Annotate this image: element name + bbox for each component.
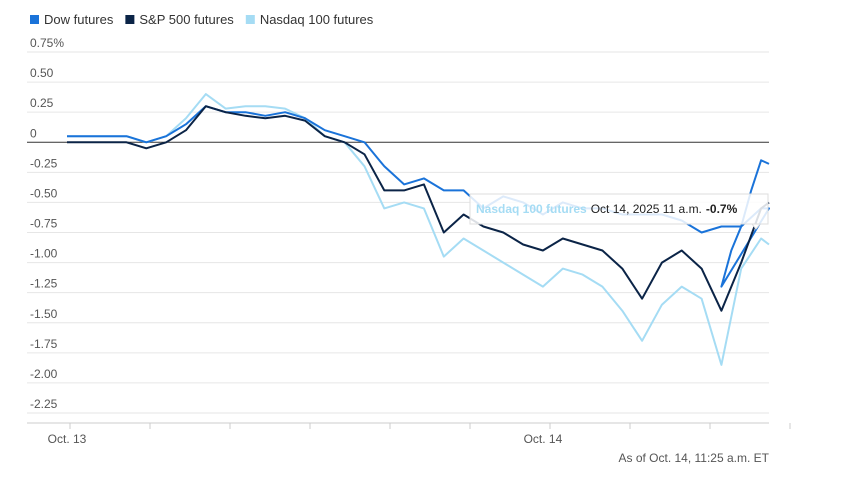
as-of-footnote: As of Oct. 14, 11:25 a.m. ET [618, 451, 769, 465]
y-tick-label-5: -0.50 [30, 186, 58, 200]
tooltip-box [469, 193, 769, 225]
grid-lines [27, 51, 769, 414]
tooltip-value: -0.7% [706, 202, 738, 216]
legend-swatch-1 [125, 15, 135, 24]
y-tick-label-4: -0.25 [30, 156, 58, 170]
series-line-2 [67, 93, 770, 366]
legend-swatch-0 [30, 15, 39, 24]
legend-label-0: Dow futures [44, 12, 114, 27]
tooltip-time: Oct 14, 2025 11 a.m. [591, 202, 702, 216]
y-tick-label-1: 0.50 [30, 66, 54, 80]
y-tick-label-0: 0.75% [30, 36, 64, 50]
legend-label-2: Nasdaq 100 futures [260, 12, 374, 27]
legend: Dow futures S&P 500 futures Nasdaq 100 fut… [30, 12, 374, 27]
y-tick-label-12: -2.25 [30, 397, 58, 411]
y-tick-label-6: -0.75 [30, 217, 58, 231]
y-tick-label-8: -1.25 [30, 277, 58, 291]
tooltip-series-name: Nasdaq 100 futures [476, 202, 587, 216]
x-tick-label-0: Oct. 13 [48, 432, 87, 446]
legend-swatch-2 [245, 15, 255, 24]
x-tick-label-1: Oct. 14 [524, 432, 563, 446]
y-tick-label-3: 0 [30, 126, 37, 140]
series-lines [67, 93, 770, 366]
hover-tooltip: Nasdaq 100 futures Oct 14, 2025 11 a.m. -0… [469, 193, 769, 230]
x-axis: Oct. 13 Oct. 14 [27, 422, 791, 446]
tooltip-pointer [750, 223, 762, 230]
y-tick-label-11: -2.00 [30, 367, 58, 381]
y-tick-label-7: -1.00 [30, 247, 58, 261]
y-axis-ticks: 0.75% 0.50 0.25 0 -0.25 -0.50 -0.75 -1.00 -1.25 -… [30, 36, 64, 411]
legend-label-1: S&P 500 futures [139, 12, 234, 27]
y-tick-label-10: -1.75 [30, 337, 58, 351]
series-line-1 [67, 105, 770, 312]
y-tick-label-2: 0.25 [30, 96, 54, 110]
y-tick-label-9: -1.50 [30, 307, 58, 321]
